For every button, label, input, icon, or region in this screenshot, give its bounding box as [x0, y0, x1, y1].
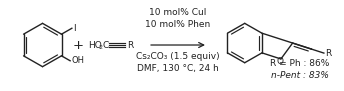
Text: HO: HO [88, 40, 102, 50]
Text: n-Pent : 83%: n-Pent : 83% [270, 71, 329, 80]
Text: R: R [127, 40, 133, 50]
Text: R: R [325, 49, 331, 58]
Text: C: C [102, 40, 109, 50]
Text: I: I [73, 24, 75, 33]
Text: OH: OH [71, 56, 84, 65]
Text: O: O [277, 57, 283, 66]
Text: 10 mol% Phen: 10 mol% Phen [146, 20, 211, 29]
Text: DMF, 130 °C, 24 h: DMF, 130 °C, 24 h [137, 64, 219, 73]
Text: R = Ph : 86%: R = Ph : 86% [270, 59, 329, 68]
Text: 2: 2 [98, 45, 102, 50]
Text: +: + [73, 38, 84, 52]
Text: 10 mol% CuI: 10 mol% CuI [149, 8, 207, 17]
Text: Cs₂CO₃ (1.5 equiv): Cs₂CO₃ (1.5 equiv) [136, 52, 220, 61]
